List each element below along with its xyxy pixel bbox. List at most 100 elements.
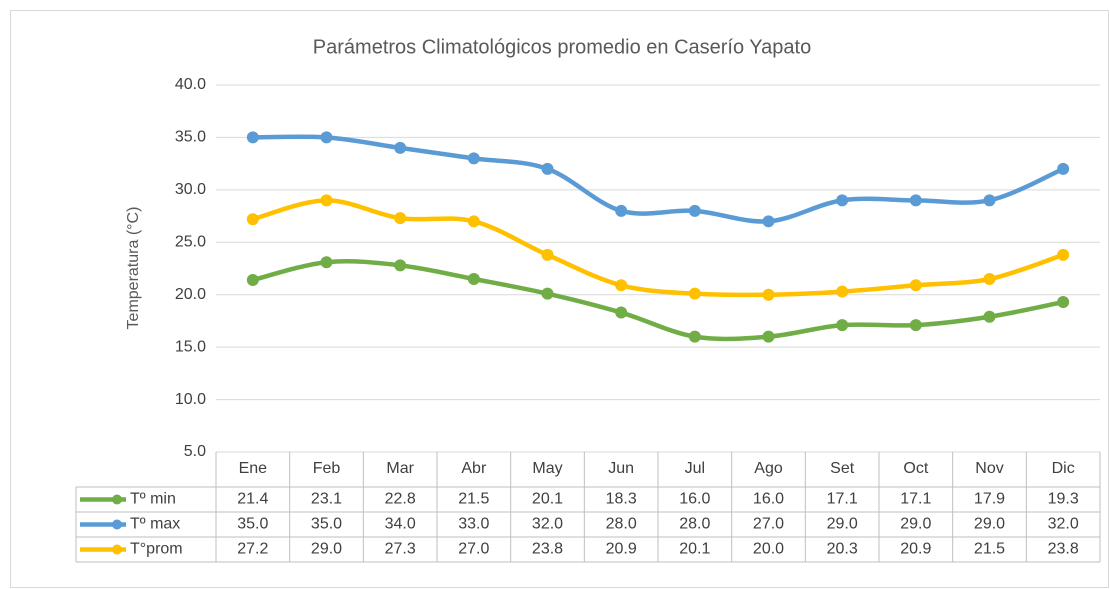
table-cell: 27.2 [237, 541, 268, 558]
table-cell: 17.1 [827, 491, 858, 508]
table-cell: 29.0 [900, 516, 931, 533]
data-point [246, 131, 259, 144]
data-point [320, 131, 333, 144]
legend-marker [112, 494, 122, 505]
chart-title: Parámetros Climatológicos promedio en Ca… [313, 36, 811, 58]
table-cell: 33.0 [458, 516, 489, 533]
data-point [762, 215, 775, 228]
x-tick-label: Feb [313, 460, 341, 477]
table-cell: 16.0 [753, 491, 784, 508]
x-tick-label: Nov [975, 460, 1003, 477]
data-point [983, 194, 996, 207]
data-point [246, 213, 259, 226]
data-point [394, 141, 407, 154]
series-line [250, 259, 1066, 342]
table-cell: 27.0 [458, 541, 489, 558]
table-cell: 23.1 [311, 491, 342, 508]
data-point [467, 152, 480, 165]
data-point [836, 194, 849, 207]
table-cell: 20.3 [827, 541, 858, 558]
table-cell: 21.5 [458, 491, 489, 508]
data-point [909, 194, 922, 207]
table-cell: 29.0 [974, 516, 1005, 533]
table-cell: 22.8 [385, 491, 416, 508]
x-tick-label: Jul [685, 460, 705, 477]
table-cell: 27.0 [753, 516, 784, 533]
data-point [394, 212, 407, 225]
data-point [615, 204, 628, 217]
x-tick-label: Jun [608, 460, 634, 477]
legend-label: Tº max [130, 516, 180, 533]
table-cell: 21.5 [974, 541, 1005, 558]
legend-marker [112, 544, 122, 555]
y-tick-label: 25.0 [175, 234, 206, 251]
table-cell: 29.0 [827, 516, 858, 533]
y-tick-label: 20.0 [175, 286, 206, 303]
data-point [762, 330, 775, 343]
legend-label: Tº min [130, 491, 176, 508]
data-point [688, 330, 701, 343]
chart-frame [10, 10, 1109, 588]
data-point [467, 215, 480, 228]
x-tick-label: Ene [239, 460, 268, 477]
y-tick-label: 30.0 [175, 181, 206, 198]
table-cell: 19.3 [1048, 491, 1079, 508]
data-point [615, 306, 628, 319]
table-cell: 27.3 [385, 541, 416, 558]
x-tick-label: Oct [903, 460, 928, 477]
data-point [688, 287, 701, 300]
data-point [1057, 248, 1070, 261]
data-point [836, 285, 849, 298]
x-tick-label: Dic [1052, 460, 1075, 477]
table-cell: 35.0 [237, 516, 268, 533]
data-point [909, 279, 922, 292]
y-tick-label: 35.0 [175, 129, 206, 146]
data-point [615, 279, 628, 292]
data-point [394, 259, 407, 272]
y-tick-label: 15.0 [175, 338, 206, 355]
table-cell: 32.0 [532, 516, 563, 533]
table-cell: 35.0 [311, 516, 342, 533]
table-cell: 32.0 [1048, 516, 1079, 533]
table-cell: 17.1 [900, 491, 931, 508]
table-cell: 28.0 [679, 516, 710, 533]
table-cell: 20.9 [900, 541, 931, 558]
data-point [541, 162, 554, 175]
table-cell: 20.1 [532, 491, 563, 508]
data-point [1057, 162, 1070, 175]
data-point [836, 319, 849, 332]
table-cell: 28.0 [606, 516, 637, 533]
data-point [246, 274, 259, 287]
y-tick-label: 5.0 [184, 443, 206, 460]
table-cell: 16.0 [679, 491, 710, 508]
data-point [320, 194, 333, 207]
data-point [983, 310, 996, 323]
x-tick-label: May [532, 460, 562, 477]
table-cell: 34.0 [385, 516, 416, 533]
data-point [1057, 296, 1070, 309]
table-cell: 23.8 [532, 541, 563, 558]
table-cell: 23.8 [1048, 541, 1079, 558]
table-cell: 20.1 [679, 541, 710, 558]
data-point [541, 248, 554, 261]
data-point [762, 288, 775, 301]
x-tick-label: Abr [461, 460, 487, 477]
x-tick-label: Mar [386, 460, 414, 477]
table-cell: 20.0 [753, 541, 784, 558]
y-tick-label: 40.0 [175, 76, 206, 93]
data-point [688, 204, 701, 217]
data-point [467, 272, 480, 285]
table-cell: 20.9 [606, 541, 637, 558]
legend-marker [112, 519, 122, 530]
y-axis-label: Temperatura (°C) [125, 207, 142, 330]
legend-label: T°prom [130, 541, 183, 558]
table-cell: 18.3 [606, 491, 637, 508]
table-cell: 21.4 [237, 491, 268, 508]
x-tick-label: Ago [754, 460, 783, 477]
table-cell: 29.0 [311, 541, 342, 558]
y-tick-label: 10.0 [175, 391, 206, 408]
table-cell: 17.9 [974, 491, 1005, 508]
data-point [983, 272, 996, 285]
data-point [909, 319, 922, 332]
